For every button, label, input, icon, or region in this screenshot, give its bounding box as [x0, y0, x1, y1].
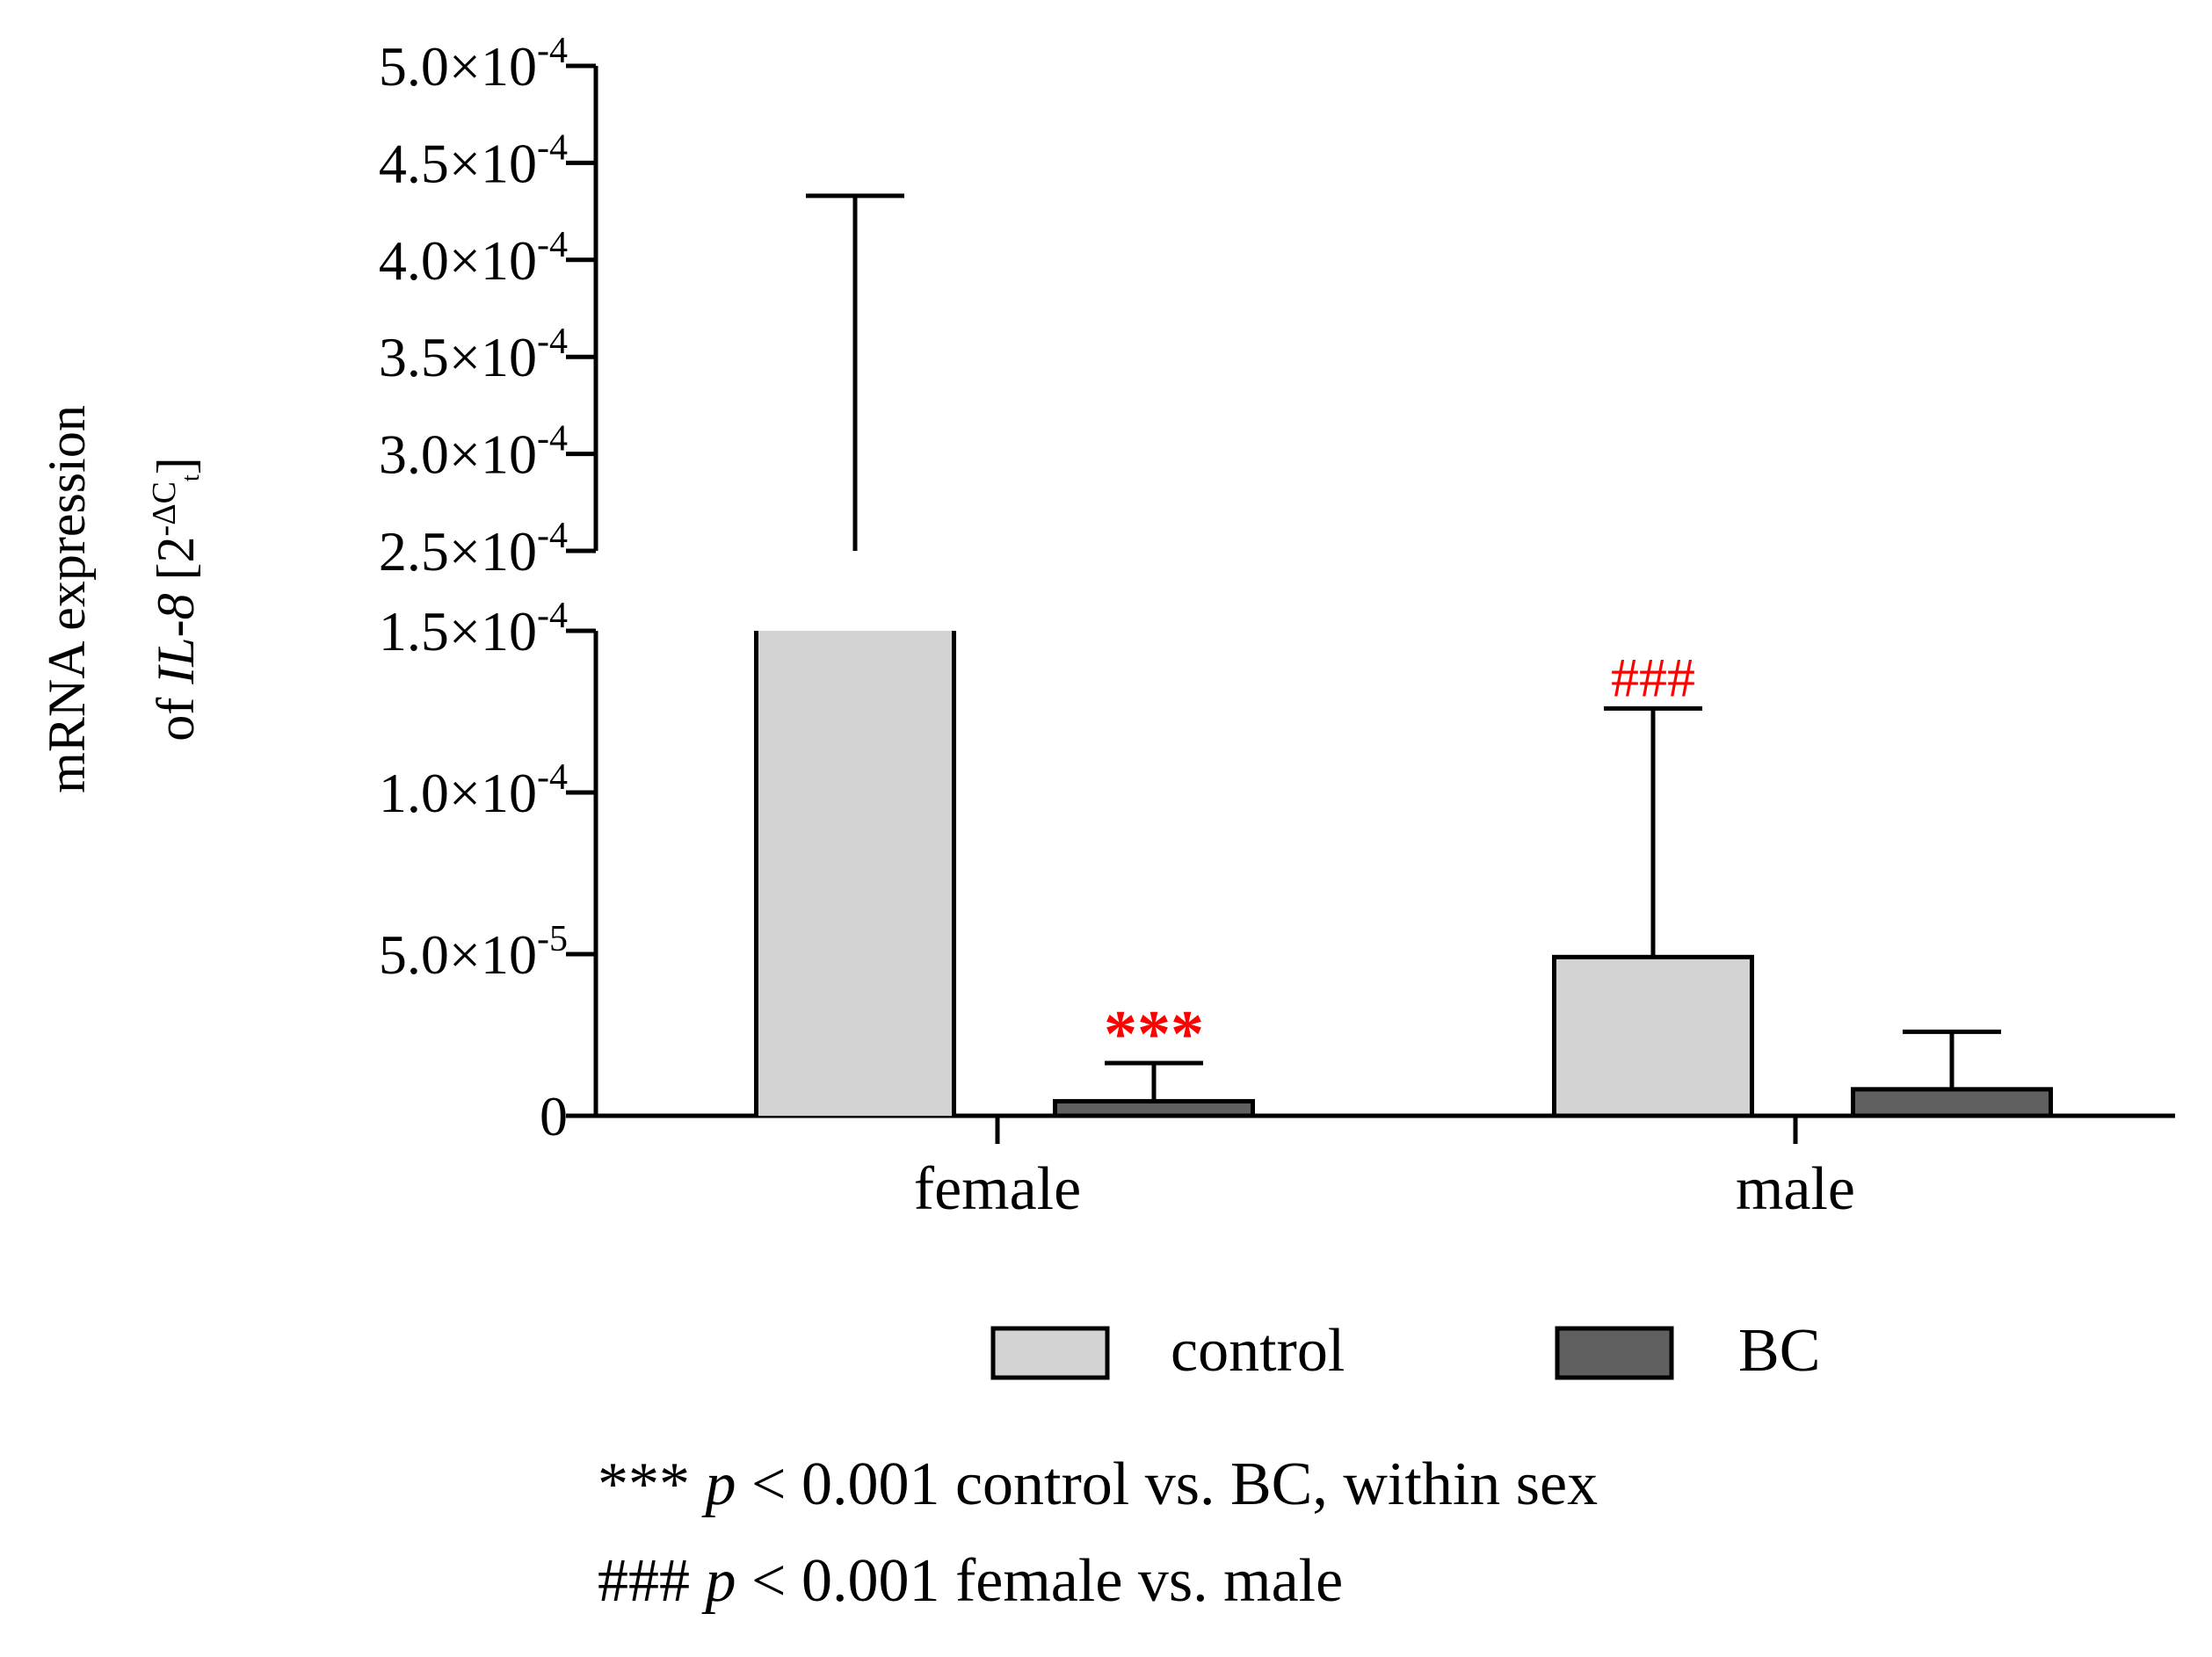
y-tick-label: 5.0×10-4	[379, 31, 568, 98]
error-bars	[806, 193, 2001, 1102]
bar-bc-male	[1851, 1087, 2053, 1118]
y-tick-label: 3.5×10-4	[379, 322, 568, 388]
y-tick-label: 0	[540, 1085, 568, 1147]
y-axis-label-line2: of IL-8 [2-ΔCt]	[146, 457, 205, 742]
bar-bc-female	[1053, 1098, 1255, 1118]
annotation-0: ***	[1104, 997, 1204, 1071]
y-tick-label: 4.5×10-4	[379, 127, 568, 194]
y-axis-label-line1: mRNA expression	[38, 405, 96, 793]
y-ticks: 0 5.0×10-5 1.0×10-4 1.5×10-4 2.5×10-4 3.0×10-…	[379, 31, 596, 1147]
y-tick-label: 1.5×10-4	[379, 596, 568, 662]
bars	[754, 631, 2053, 1118]
x-categories: female male	[914, 1116, 1855, 1223]
annotations: *** ###	[1104, 646, 1695, 1071]
bar-control-female	[758, 631, 952, 1116]
x-category-label-female: female	[914, 1155, 1081, 1223]
bar-control-male	[1552, 954, 1754, 1118]
y-tick-label: 2.5×10-4	[379, 516, 568, 582]
annotation-1: ###	[1611, 646, 1695, 708]
y-tick-label: 1.0×10-4	[379, 757, 568, 824]
x-category-label-male: male	[1736, 1155, 1855, 1223]
footnote-1: *** p < 0.001 control vs. BC, within sex	[598, 1451, 1598, 1518]
legend: control BC	[990, 1317, 1820, 1385]
y-tick-label: 5.0×10-5	[379, 919, 568, 986]
legend-swatch-bc	[1555, 1326, 1674, 1380]
legend-label-bc: BC	[1738, 1317, 1820, 1385]
y-tick-label: 3.0×10-4	[379, 419, 568, 486]
bar-outline-control-female	[754, 631, 956, 1116]
footnote-2: ### p < 0.001 female vs. male	[598, 1547, 1343, 1615]
y-tick-label: 4.0×10-4	[379, 225, 568, 292]
legend-swatch-control	[990, 1326, 1110, 1380]
legend-label-control: control	[1171, 1317, 1345, 1385]
